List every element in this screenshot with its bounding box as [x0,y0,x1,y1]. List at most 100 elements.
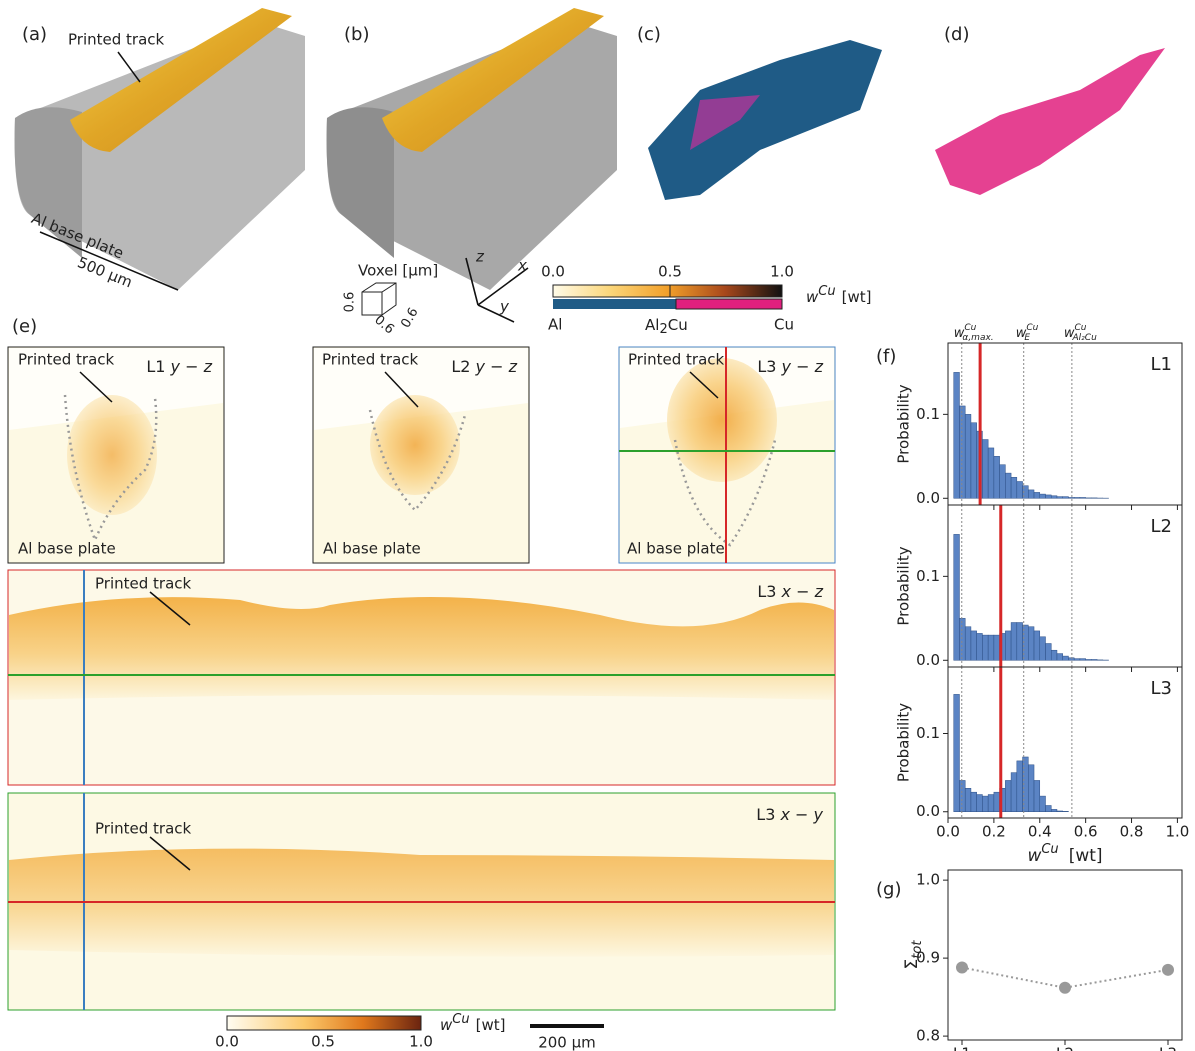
bar [1079,658,1086,661]
bar [1010,622,1018,661]
section-label: L3 x − z [757,582,823,601]
voxel-cube [361,282,397,316]
bar [976,794,983,812]
bar [964,414,972,499]
annotation: Al base plate [627,540,725,558]
annotation: Printed track [628,351,725,369]
bar [993,634,1000,661]
bar [1045,643,1052,661]
bar [970,630,977,661]
panel-label: (f) [876,346,896,367]
panel-label: (a) [22,24,47,45]
phase-label: Al2Cu [645,316,688,337]
al2cu-inclusion [690,95,760,150]
bar [964,788,972,812]
bar [1039,636,1046,661]
bar [970,791,977,812]
bar [1033,630,1041,661]
base-block-front [326,107,394,258]
bar [1050,649,1058,661]
bar [1050,495,1058,499]
cu-render [648,40,882,200]
bar [993,791,1000,812]
phase-colorbar [552,284,783,298]
y-tick-label: 0.0 [916,651,940,669]
bar [1056,810,1063,812]
bar [1062,655,1069,661]
y-tick-label: 0.9 [916,949,940,967]
bar [1050,809,1058,812]
y-tick-label: 0.1 [916,567,940,585]
scale-line [39,231,179,291]
x-tick-label: L1 [953,1045,971,1051]
x-tick-label: L3 [1159,1045,1177,1051]
x-tick-label: 0.0 [936,823,960,841]
phase-al2cu [675,298,783,310]
scale-label: 200 μm [538,1034,596,1051]
colorbar-tick-label: 0.5 [658,263,682,281]
point [1059,981,1071,994]
annotation: Printed track [18,351,115,369]
bar [959,780,966,812]
y-axis-label: Probability [895,546,913,625]
voxel-edge: 0.6 [398,305,421,330]
bar [1033,780,1041,812]
voxel-edge: 0.6 [343,292,358,313]
panel-series-label: L3 [1151,678,1172,699]
reference-label: wCu Al₂Cu [1064,323,1097,343]
x-tick-label: 0.8 [1120,823,1144,841]
voxel-edge: 0.6 [371,313,396,338]
voxel-title: Voxel [μm] [358,262,438,280]
axes-frame [947,666,1183,819]
phase-label: Cu [774,316,794,334]
section-label: L3 x − y [756,805,823,824]
base-block-front [14,107,83,258]
y-tick-label: 1.0 [916,871,940,889]
panel-series-label: L1 [1151,354,1172,375]
phase-al [553,299,676,309]
colorbar-tick-label: 0.0 [215,1033,239,1051]
y-axis-label: Probability [895,703,913,782]
y-tick-label: 0.1 [916,724,940,742]
map-colorbar [226,1015,422,1031]
point [956,961,968,974]
bar [1073,658,1081,661]
x-axis-label: wCu [wt] [1027,842,1102,867]
bar [953,694,960,812]
bar [959,405,966,499]
y-tick-label: 0.8 [916,1027,940,1045]
bar [1005,472,1012,499]
bar [1091,659,1098,661]
bar [1016,622,1023,661]
point [1162,963,1174,976]
bar [1068,657,1075,661]
panel-label: (e) [12,316,37,337]
al2cu-render [935,48,1165,195]
x-tick-label: 0.6 [1074,823,1098,841]
annotation: Printed track [95,820,192,838]
axis-name: z [475,248,485,266]
bar [1056,653,1063,661]
bar [959,618,966,661]
bar [1033,492,1041,499]
colorbar-label: wCu [wt] [806,284,871,306]
x-tick-label: 0.2 [982,823,1006,841]
bar [1016,760,1023,812]
bar [1028,626,1035,661]
bar [982,634,989,661]
bar [1062,496,1069,499]
x-tick-label: L2 [1056,1045,1074,1051]
bar [1005,630,1012,661]
bar [987,447,995,499]
bar [953,534,960,661]
section-label: L1 y − z [146,357,212,376]
bar [1056,496,1063,499]
track-render [70,8,292,152]
x-tick-label: 1.0 [1165,823,1189,841]
axis-name: x [517,257,527,275]
bar [1016,481,1023,499]
y-tick-label: 0.0 [916,802,940,820]
track-render [382,8,604,152]
bar [1045,494,1052,499]
